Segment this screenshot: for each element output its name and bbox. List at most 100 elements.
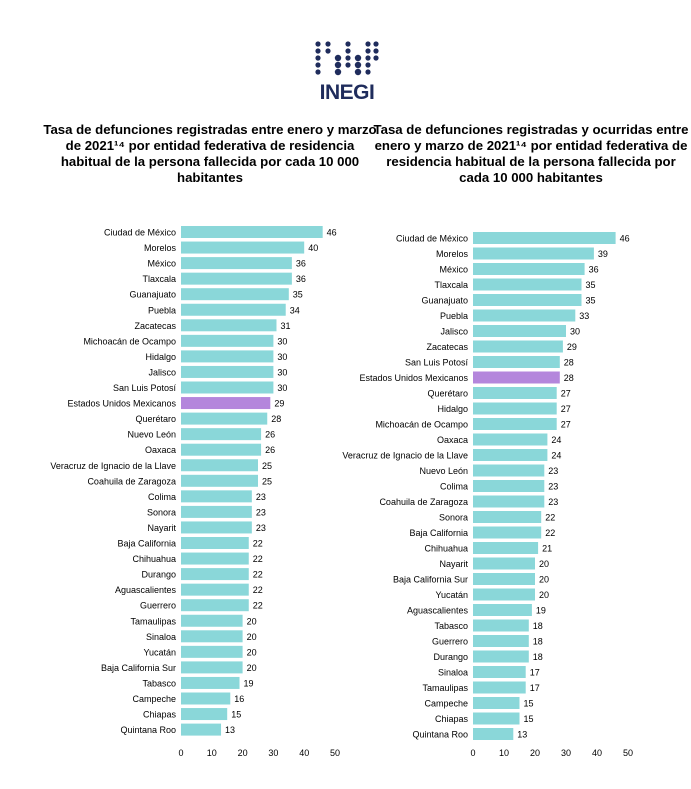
value-label-31: 15 (231, 710, 241, 720)
logo-dot-11 (345, 48, 351, 54)
bar-0 (473, 232, 616, 244)
logo-dot-16 (354, 68, 362, 76)
value-label-10: 27 (561, 389, 571, 399)
bar-5 (473, 309, 576, 322)
category-label-1: Morelos (144, 243, 177, 253)
value-label-23: 20 (539, 590, 549, 600)
logo-dot-23 (373, 48, 379, 54)
inegi-logo-text: INEGI (320, 81, 375, 102)
value-label-22: 20 (539, 575, 549, 585)
value-label-18: 22 (545, 513, 555, 523)
category-label-32: Quintana Roo (412, 730, 468, 740)
logo-dot-14 (354, 54, 362, 62)
bar-1 (473, 247, 594, 260)
logo-dot-18 (365, 48, 371, 54)
bar-7 (473, 340, 563, 353)
category-label-5: Puebla (148, 305, 176, 315)
category-label-11: Estados Unidos Mexicanos (67, 399, 176, 409)
value-label-25: 20 (247, 616, 257, 626)
x-tick-5: 50 (330, 748, 340, 758)
category-label-8: Hidalgo (145, 352, 176, 362)
bar-12 (181, 412, 268, 425)
category-label-19: Nayarit (147, 523, 176, 533)
value-label-32: 13 (225, 725, 235, 735)
bar-2 (473, 263, 585, 275)
bar-31 (473, 712, 520, 725)
value-label-4: 35 (293, 290, 303, 300)
bar-6 (473, 325, 566, 337)
category-label-27: Yucatán (143, 647, 176, 657)
value-label-15: 25 (262, 461, 272, 471)
value-label-19: 22 (545, 528, 555, 538)
inegi-logo: INEGI (315, 41, 379, 102)
category-label-14: Veracruz de Ignacio de la Llave (342, 451, 468, 461)
logo-dot-7 (334, 54, 342, 62)
category-label-5: Puebla (440, 311, 468, 321)
bar-21 (181, 552, 249, 565)
value-label-12: 28 (271, 414, 281, 424)
value-label-3: 35 (586, 280, 596, 290)
category-label-0: Ciudad de México (104, 228, 176, 238)
value-label-7: 30 (277, 336, 287, 346)
bar-13 (181, 428, 262, 441)
bar-9 (473, 371, 560, 384)
bar-28 (473, 666, 526, 678)
value-label-10: 30 (277, 383, 287, 393)
value-label-20: 22 (253, 539, 263, 549)
category-label-16: Colima (440, 482, 468, 492)
x-tick-0: 0 (470, 748, 475, 758)
value-label-21: 20 (539, 559, 549, 569)
bar-3 (181, 272, 292, 285)
value-label-12: 27 (561, 420, 571, 430)
logo-dot-6 (325, 48, 331, 54)
category-label-3: Tlaxcala (142, 274, 176, 284)
category-label-7: Michoacán de Ocampo (83, 336, 176, 346)
category-label-26: Guerrero (432, 637, 468, 647)
logo-dot-0 (315, 41, 321, 47)
category-label-25: Tabasco (434, 621, 468, 631)
bar-20 (473, 542, 539, 554)
bar-18 (473, 511, 542, 523)
bar-15 (181, 459, 258, 472)
value-label-32: 13 (517, 730, 527, 740)
bar-28 (181, 661, 243, 674)
bar-10 (473, 387, 557, 399)
value-label-28: 20 (247, 663, 257, 673)
category-label-12: Michoacán de Ocampo (375, 420, 468, 430)
category-label-1: Morelos (436, 249, 469, 259)
bar-30 (473, 697, 520, 709)
value-label-6: 30 (570, 327, 580, 337)
value-label-18: 23 (256, 507, 266, 517)
logo-dot-8 (334, 61, 342, 69)
logo-dot-2 (315, 55, 321, 61)
x-tick-4: 40 (592, 748, 602, 758)
value-label-16: 23 (548, 482, 558, 492)
x-tick-1: 10 (207, 748, 217, 758)
bar-31 (181, 708, 228, 721)
category-label-18: Sonora (147, 507, 176, 517)
logo-dot-19 (365, 55, 371, 61)
bar-29 (181, 676, 240, 689)
category-label-17: Coahuila de Zaragoza (379, 497, 468, 507)
value-label-3: 36 (296, 274, 306, 284)
bar-16 (473, 480, 545, 492)
value-label-8: 28 (564, 358, 574, 368)
value-label-1: 39 (598, 249, 608, 259)
bar-29 (473, 681, 526, 694)
bar-6 (181, 319, 277, 332)
bar-10 (181, 381, 274, 394)
bar-7 (181, 334, 274, 347)
bar-14 (181, 443, 262, 456)
value-label-14: 24 (551, 451, 561, 461)
bar-20 (181, 537, 249, 549)
bar-16 (181, 474, 258, 487)
category-label-30: Campeche (424, 699, 468, 709)
category-label-29: Tamaulipas (422, 683, 468, 693)
bar-27 (473, 650, 529, 663)
category-label-22: Baja California Sur (393, 575, 468, 585)
bar-22 (473, 573, 535, 585)
category-label-26: Sinaloa (146, 632, 176, 642)
category-label-28: Sinaloa (438, 668, 468, 678)
bar-0 (181, 226, 323, 238)
